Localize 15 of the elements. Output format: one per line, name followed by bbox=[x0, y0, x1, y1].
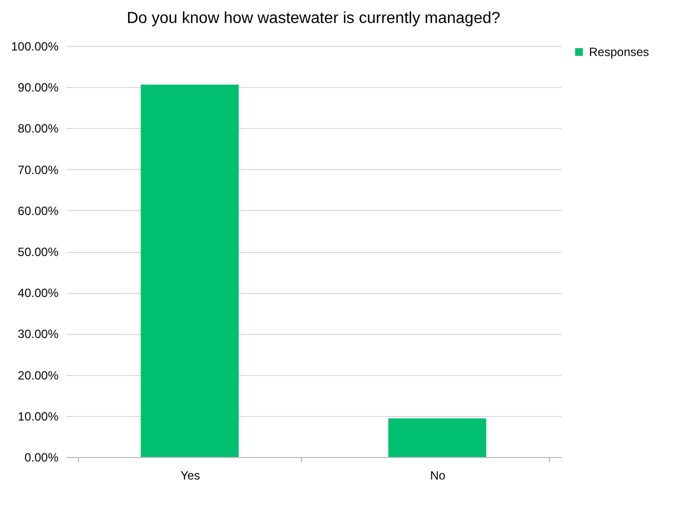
legend-label: Responses bbox=[589, 45, 650, 59]
y-tick-label: 100.00% bbox=[11, 40, 59, 54]
y-tick-label: 20.00% bbox=[18, 368, 59, 382]
y-tick-label: 80.00% bbox=[18, 122, 59, 136]
y-tick-label: 30.00% bbox=[18, 327, 59, 342]
y-tick-label: 0.00% bbox=[24, 450, 59, 464]
y-tick-label: 90.00% bbox=[18, 80, 59, 95]
y-tick-label: 40.00% bbox=[18, 286, 59, 300]
y-tick-label: 10.00% bbox=[18, 409, 59, 424]
y-tick-label: 60.00% bbox=[18, 204, 59, 218]
y-tick-label: 50.00% bbox=[18, 245, 59, 259]
x-tick-label: No bbox=[430, 468, 446, 482]
x-tick-label: Yes bbox=[180, 468, 200, 482]
y-tick-label: 70.00% bbox=[18, 162, 59, 177]
chart-title: Do you know how wastewater is currently managed? bbox=[126, 10, 500, 27]
